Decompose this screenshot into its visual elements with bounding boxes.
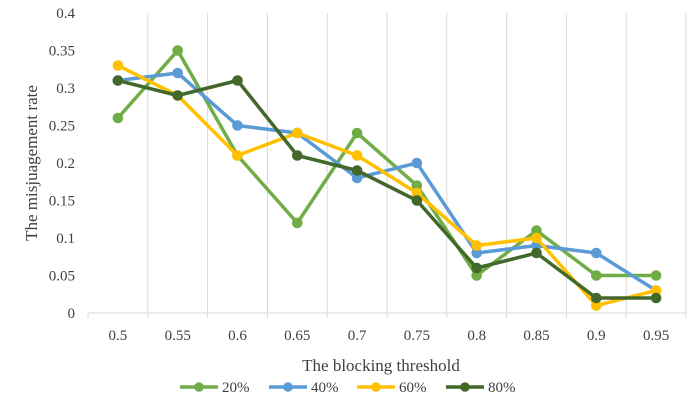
data-point (591, 292, 602, 304)
series-line-60-pct (116, 63, 658, 308)
data-point (351, 165, 363, 176)
series-80-pct (112, 75, 662, 304)
y-tick-label: 0.4 (56, 6, 75, 22)
legend-marker (460, 382, 470, 392)
data-point (112, 75, 124, 86)
x-tick-label: 0.8 (467, 328, 486, 344)
data-point (292, 217, 303, 229)
gridlines (147, 13, 687, 313)
data-point (172, 67, 183, 79)
y-tick-label: 0.1 (56, 231, 75, 247)
x-tick-label: 0.9 (587, 328, 606, 344)
series-line-20-pct (116, 48, 658, 278)
x-tick-label: 0.6 (228, 328, 247, 344)
legend-marker (283, 382, 293, 392)
y-axis-title: The misjuagement rate (22, 85, 41, 241)
data-point (351, 150, 363, 161)
y-tick-label: 0.2 (56, 156, 75, 172)
data-point (591, 247, 602, 259)
axes: 0 0.05 0.1 0.15 0.2 0.25 0.3 0.35 0.4 0.5 0.55 0.6 0… (49, 6, 687, 344)
data-point (591, 270, 602, 281)
x-tick-label: 0.75 (404, 328, 430, 344)
data-point (411, 157, 423, 169)
x-tick-label: 0.65 (284, 328, 310, 344)
y-tick-label: 0.15 (49, 194, 75, 210)
x-axis-title: The blocking threshold (302, 356, 460, 375)
data-point (411, 195, 423, 206)
data-point (292, 150, 303, 161)
legend-item-20-pct: 20% (180, 380, 250, 396)
x-tick-label: 0.85 (523, 328, 549, 344)
data-point (112, 112, 124, 124)
y-tick-label: 0.35 (49, 44, 75, 60)
y-tick-label: 0.3 (56, 81, 75, 97)
data-point (172, 45, 183, 56)
legend: 20% 40% 60% 80% (180, 380, 516, 396)
legend-marker (371, 382, 381, 392)
legend-marker (194, 382, 204, 392)
x-tick-label: 0.55 (165, 328, 191, 344)
data-point (351, 127, 363, 139)
x-tick-label: 0.7 (348, 328, 367, 344)
legend-label: 20% (222, 380, 250, 396)
x-tick-label: 0.95 (643, 328, 669, 344)
legend-item-60-pct: 60% (357, 380, 427, 396)
data-point (232, 150, 243, 161)
y-tick-label: 0.05 (49, 269, 75, 285)
data-point (471, 262, 483, 274)
data-point (112, 60, 124, 71)
legend-item-80-pct: 80% (446, 380, 516, 396)
data-point (232, 120, 243, 131)
data-point (172, 90, 183, 101)
data-point (531, 232, 542, 244)
series-line-80-pct (116, 78, 658, 300)
legend-label: 40% (311, 380, 339, 396)
y-tick-label: 0 (68, 306, 76, 322)
data-point (471, 240, 483, 251)
data-point (531, 247, 542, 259)
data-point (292, 127, 303, 139)
x-tick-label: 0.5 (109, 328, 128, 344)
series-group (112, 45, 662, 311)
y-tick-label: 0.25 (49, 119, 75, 135)
data-point (232, 75, 243, 86)
legend-label: 60% (399, 380, 427, 396)
legend-item-40-pct: 40% (269, 380, 339, 396)
legend-label: 80% (488, 380, 516, 396)
data-point (650, 292, 662, 304)
series-line-40-pct (116, 71, 658, 293)
data-point (650, 270, 662, 281)
